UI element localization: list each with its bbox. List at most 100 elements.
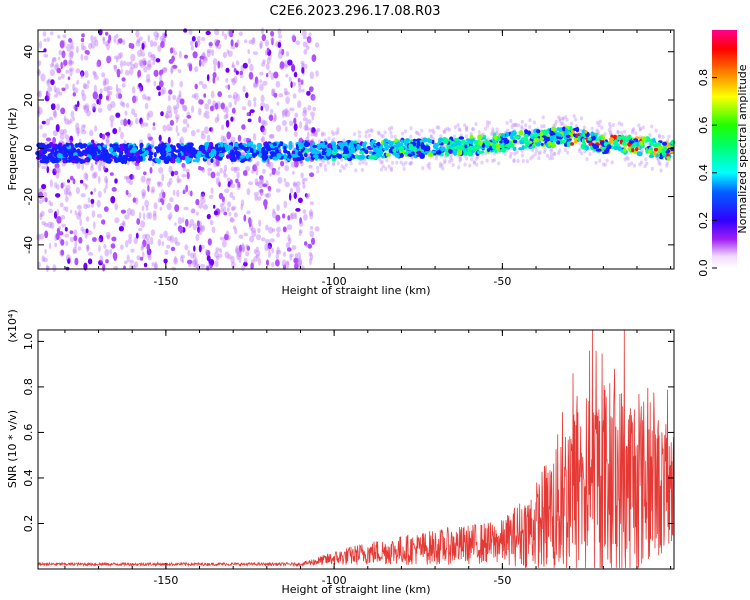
spectrogram-point (115, 92, 120, 99)
spectrogram-point (113, 55, 119, 60)
spectrogram-point (409, 126, 413, 131)
spectrogram-point (196, 220, 200, 227)
spectrogram-point (591, 135, 596, 141)
spectrogram-point (389, 167, 393, 172)
spectrogram-point (39, 212, 43, 217)
spectrogram-point (232, 225, 237, 230)
spectrogram-point (65, 206, 69, 213)
spectrogram-point (281, 48, 285, 56)
spectrogram-point (72, 246, 78, 255)
spectrogram-point (299, 217, 302, 224)
spectrogram-point (304, 193, 308, 198)
spectrogram-point (224, 233, 229, 241)
spectrogram-point (195, 211, 199, 216)
spectrogram-point (371, 155, 377, 160)
spectrogram-point (93, 75, 99, 80)
spectrogram-point (113, 35, 117, 44)
spectrogram-point (41, 120, 46, 125)
spectrogram-point (194, 66, 199, 73)
spectrogram-point (268, 143, 275, 149)
spectrogram-point (90, 41, 96, 49)
spectrogram-point (391, 160, 395, 165)
spectrogram-point (105, 231, 111, 239)
spectrogram-point (236, 151, 242, 157)
spectrogram-point (475, 162, 479, 167)
spectrogram-point (297, 197, 303, 204)
spectrogram-point (298, 230, 302, 237)
spectrogram-point (286, 151, 291, 155)
spectrogram-points (35, 27, 676, 273)
snr-series-line (37, 329, 674, 568)
spectrogram-point (531, 154, 535, 159)
spectrogram-point (283, 145, 287, 150)
spectrogram-point (87, 197, 91, 203)
spectrogram-point (484, 138, 488, 145)
spectrogram-point (246, 137, 250, 143)
spectrogram-point (236, 60, 240, 66)
spectrogram-point (609, 140, 614, 144)
spectrogram-point (111, 187, 117, 192)
spectrogram-point (141, 205, 145, 211)
spectrogram-point (620, 122, 624, 127)
spectrogram-point (259, 42, 263, 50)
spectrogram-point (230, 255, 235, 264)
spectrogram-point (49, 69, 55, 76)
spectrogram-point (227, 254, 232, 260)
spectrogram-point (264, 243, 269, 252)
spectrogram-point (93, 187, 97, 193)
spectrogram-point (661, 134, 665, 139)
spectrogram-point (56, 67, 62, 74)
spectrogram-point (217, 60, 221, 69)
spectrogram-point (68, 60, 75, 65)
spectrogram-point (513, 135, 520, 139)
spectrogram-point (53, 110, 57, 119)
spectrogram-point (86, 50, 90, 55)
spectrogram-point (271, 167, 277, 173)
spectrogram-point (198, 99, 204, 105)
spectrogram-point (412, 142, 417, 147)
spectrogram-point (97, 107, 103, 113)
spectrogram-point (309, 230, 315, 238)
spectrogram-point (170, 170, 175, 177)
spectrogram-point (90, 35, 94, 42)
spectrogram-point (311, 116, 314, 121)
spectrogram-point (312, 95, 316, 101)
spectrogram-point (81, 129, 87, 135)
spectrogram-point (177, 94, 182, 100)
spectrogram-point (198, 59, 202, 67)
spectrogram-point (594, 160, 598, 165)
spectrogram-point (400, 131, 405, 136)
spectrogram-point (72, 104, 77, 110)
spectrogram-point (216, 76, 219, 81)
spectrogram-point (259, 83, 264, 91)
spectrogram-point (301, 78, 304, 86)
spectrogram-point (178, 90, 182, 98)
spectrogram-point (637, 123, 641, 128)
spectrogram-point (146, 73, 151, 82)
spectrogram-point (157, 181, 160, 188)
spectrogram-point (310, 132, 315, 137)
spectrogram-point (316, 128, 320, 133)
spectrogram-point (46, 266, 50, 271)
spectrogram-point (268, 185, 271, 191)
spectrogram-point (447, 127, 451, 132)
spectrogram-point (99, 255, 104, 264)
spectrogram-point (146, 63, 152, 71)
spectrogram-point (282, 109, 288, 116)
spectrogram-point (68, 191, 73, 197)
spectrogram-point (550, 147, 554, 152)
spectrogram-point (192, 259, 198, 265)
spectrogram-point (221, 196, 225, 203)
spectrogram-point (383, 142, 389, 148)
spectrogram-point (239, 250, 242, 258)
spectrogram-point (144, 96, 150, 101)
spectrogram-point (103, 166, 106, 171)
spectrogram-point (533, 137, 540, 143)
spectrogram-point (67, 120, 71, 125)
spectrogram-point (64, 118, 70, 125)
spectrogram-point (226, 207, 230, 213)
spectrogram-point (165, 146, 172, 153)
spectrogram-point (243, 214, 247, 222)
spectrogram-point (565, 128, 568, 132)
spectrogram-point (236, 253, 240, 261)
